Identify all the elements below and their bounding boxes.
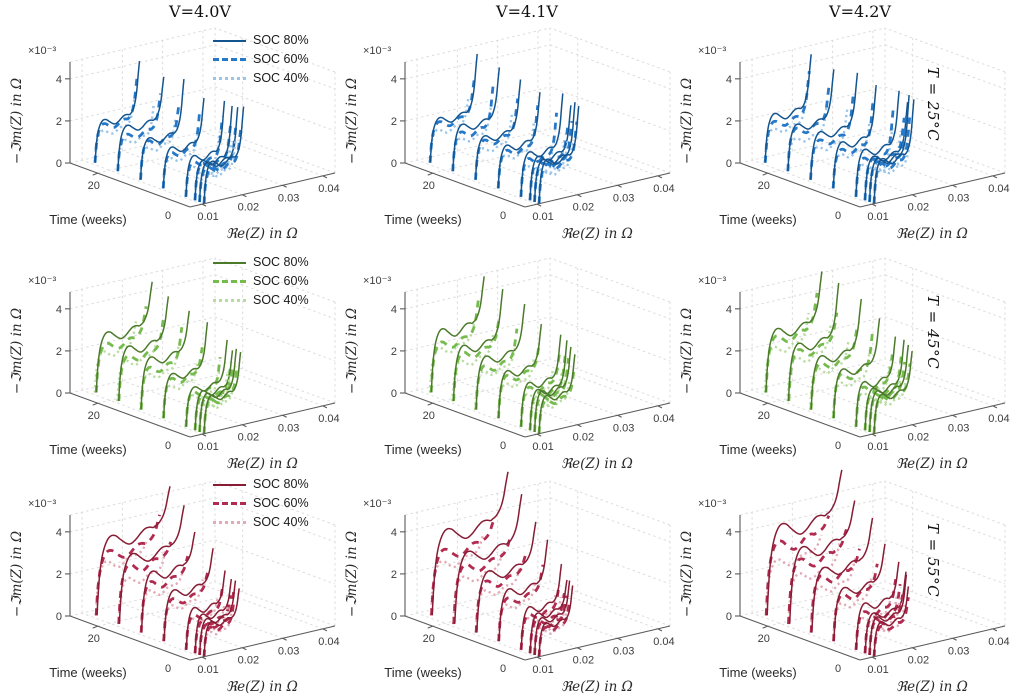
legend-label: SOC 40%	[253, 71, 309, 86]
legend-label: SOC 60%	[253, 496, 309, 511]
legend-entry: SOC 60%	[213, 50, 309, 69]
row-temp-label-25c: T = 25°C	[924, 66, 942, 142]
legend-label: SOC 80%	[253, 33, 309, 48]
legend-line-dotted-icon	[213, 77, 246, 80]
legend-line-dashed-icon	[213, 280, 246, 283]
column-title-v41: V=4.1V	[496, 2, 558, 21]
legend-line-solid-icon	[213, 39, 246, 42]
legend-entry: SOC 60%	[213, 494, 309, 513]
legend-label: SOC 60%	[253, 274, 309, 289]
row-temp-label-45c: T = 45°C	[924, 294, 942, 370]
legend-label: SOC 60%	[253, 52, 309, 67]
legend-55c: SOC 80% SOC 60% SOC 40%	[213, 475, 309, 532]
legend-line-solid-icon	[213, 261, 246, 264]
legend-25c: SOC 80% SOC 60% SOC 40%	[213, 31, 309, 88]
legend-entry: SOC 40%	[213, 513, 309, 532]
row-temp-label-55c: T = 55°C	[924, 522, 942, 598]
legend-line-dotted-icon	[213, 521, 246, 524]
legend-entry: SOC 80%	[213, 475, 309, 494]
legend-line-dashed-icon	[213, 502, 246, 505]
legend-entry: SOC 40%	[213, 291, 309, 310]
legend-label: SOC 80%	[253, 255, 309, 270]
legend-line-dotted-icon	[213, 299, 246, 302]
legend-entry: SOC 60%	[213, 272, 309, 291]
legend-label: SOC 80%	[253, 477, 309, 492]
legend-line-dashed-icon	[213, 58, 246, 61]
legend-label: SOC 40%	[253, 515, 309, 530]
legend-label: SOC 40%	[253, 293, 309, 308]
legend-45c: SOC 80% SOC 60% SOC 40%	[213, 253, 309, 310]
legend-entry: SOC 80%	[213, 253, 309, 272]
legend-line-solid-icon	[213, 483, 246, 486]
column-title-v40: V=4.0V	[169, 2, 231, 21]
legend-entry: SOC 40%	[213, 69, 309, 88]
column-title-v42: V=4.2V	[829, 2, 891, 21]
legend-entry: SOC 80%	[213, 31, 309, 50]
